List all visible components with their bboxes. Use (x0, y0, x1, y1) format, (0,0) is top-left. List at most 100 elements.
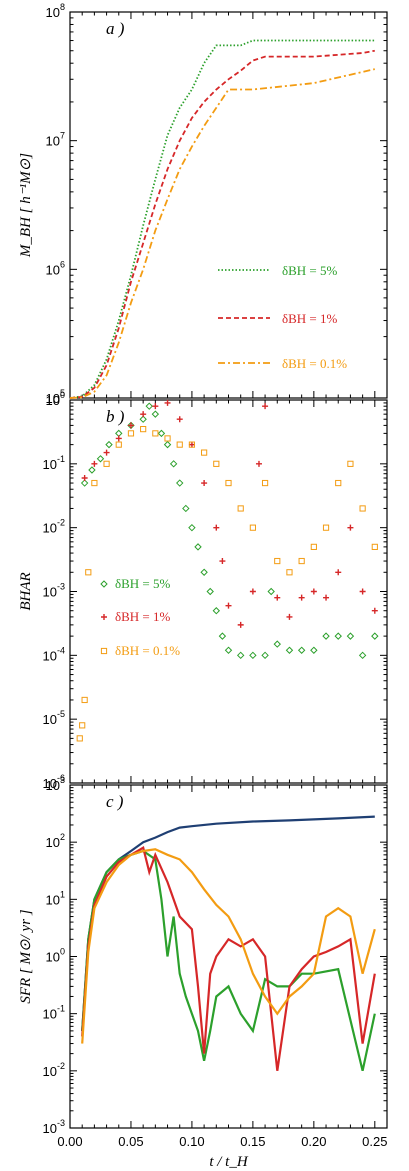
data-point (176, 441, 183, 448)
panel-2: 100 10-1 10-2 10-3 10-4 10-5 10-6 b ) BHAR δBH = … (18, 390, 388, 791)
data-point (322, 632, 330, 640)
data-point (298, 594, 305, 601)
data-point (359, 588, 366, 595)
data-point (237, 505, 244, 512)
data-point (274, 557, 281, 565)
data-point (323, 594, 330, 601)
data-point (139, 415, 147, 423)
data-point (81, 474, 88, 481)
data-point (297, 646, 306, 654)
y-tick-label: 107 (46, 131, 65, 149)
legend-label: δBH = 5% (282, 263, 338, 278)
data-point (188, 441, 196, 448)
data-point (105, 440, 113, 449)
series-line (69, 49, 375, 399)
data-point (200, 568, 208, 576)
data-point (218, 632, 227, 640)
data-point (163, 440, 172, 449)
x-tick-label: 0.05 (118, 1134, 143, 1149)
y-tick-label: 10-4 (43, 645, 65, 663)
y-tick-label: 102 (46, 832, 65, 850)
data-point (182, 504, 190, 513)
data-point (103, 449, 110, 456)
series-line (81, 848, 376, 1044)
data-point (347, 524, 354, 531)
y-tick-label: 10-3 (43, 582, 65, 600)
data-point (335, 569, 342, 576)
data-point (224, 646, 233, 654)
data-point (96, 455, 105, 463)
data-point (88, 466, 96, 474)
data-point (322, 524, 330, 531)
data-point (206, 587, 214, 596)
legend-label: δBH = 1% (282, 311, 338, 326)
data-point (201, 449, 208, 456)
y-tick-label: 103 (46, 775, 65, 793)
legend-label: δBH = 0.1% (282, 356, 347, 371)
data-point (334, 632, 342, 640)
data-point (286, 569, 293, 576)
legend-label: δBH = 1% (115, 609, 171, 624)
data-point (371, 607, 378, 614)
x-tick-label: 0.25 (362, 1134, 387, 1149)
data-point (188, 441, 195, 448)
data-point (371, 543, 378, 550)
data-point (346, 632, 355, 640)
data-point (286, 613, 293, 620)
data-point (164, 399, 171, 406)
data-point (103, 460, 110, 467)
data-point (225, 479, 232, 487)
data-point (249, 588, 256, 595)
data-point (213, 460, 220, 467)
data-point (274, 594, 281, 601)
y-tick-label: 10-2 (43, 1061, 65, 1079)
y-tick-label: 100 (46, 390, 65, 408)
data-point (371, 632, 379, 640)
x-axis-label: t / t_H (209, 1154, 249, 1170)
x-tick-label: 0.15 (240, 1134, 265, 1149)
y-tick-label: 10-6 (43, 773, 65, 791)
panel-label: b ) (106, 407, 125, 426)
data-point (127, 430, 135, 437)
legend-label: δBH = 5% (115, 576, 171, 591)
legend-marker (100, 580, 108, 588)
data-point (201, 480, 208, 487)
data-point (212, 607, 221, 615)
data-point (225, 602, 232, 609)
data-point (91, 460, 98, 467)
y-tick-label: 10-1 (43, 1004, 65, 1022)
data-point (152, 403, 159, 410)
data-point (140, 411, 147, 418)
data-point (79, 722, 86, 729)
legend-label: δBH = 0.1% (115, 643, 180, 658)
data-point (262, 403, 269, 410)
data-point (310, 646, 318, 654)
data-point (273, 640, 281, 648)
data-point (285, 646, 294, 654)
data-point (76, 735, 83, 742)
data-point (335, 479, 342, 487)
data-point (255, 460, 262, 467)
data-point (249, 651, 257, 660)
data-point (115, 441, 122, 448)
series-line (69, 68, 376, 399)
data-point (347, 460, 354, 467)
y-axis-label: SFR [ M⊙/ yr ] (18, 909, 34, 1003)
data-point (261, 651, 269, 660)
data-point (157, 429, 166, 438)
y-tick-label: 100 (46, 947, 65, 965)
data-point (261, 479, 269, 487)
data-point (194, 543, 202, 551)
y-tick-label: 106 (46, 259, 65, 277)
data-point (151, 410, 160, 418)
y-tick-label: 10-1 (43, 454, 65, 472)
data-point (176, 479, 184, 487)
series-line (69, 39, 375, 399)
data-point (359, 505, 366, 512)
data-point (176, 416, 183, 423)
y-tick-label: 10-5 (43, 709, 65, 727)
panel-label: c ) (106, 792, 124, 811)
data-point (81, 696, 88, 704)
data-point (219, 558, 226, 565)
